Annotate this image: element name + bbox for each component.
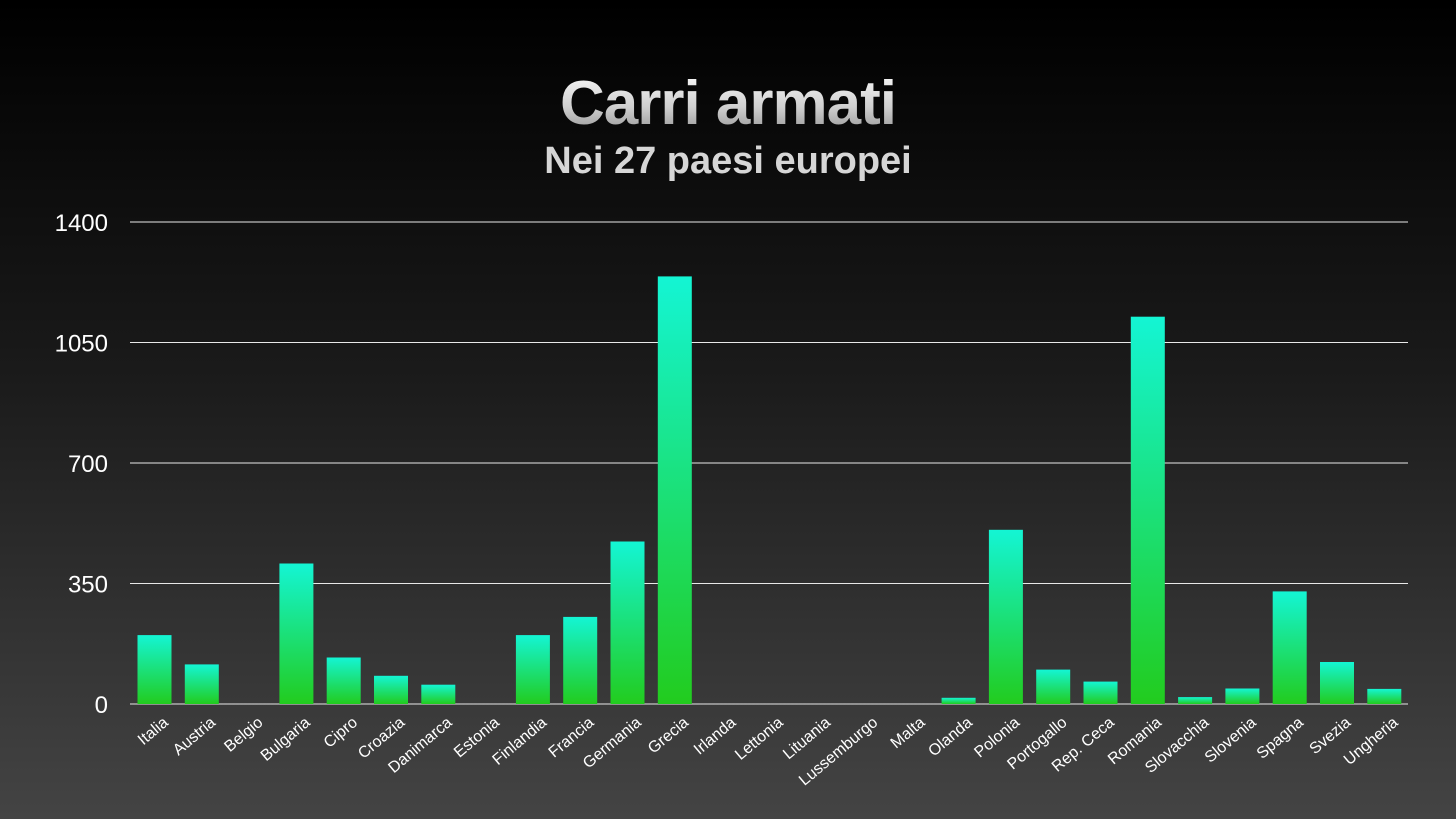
y-tick-label: 700 [68, 451, 108, 478]
bar-bulgaria [279, 563, 314, 704]
x-tick-label: Grecia [645, 714, 692, 757]
y-tick-label: 0 [95, 692, 108, 719]
bar-rep-ceca [1083, 681, 1118, 704]
bar-svezia [1320, 662, 1354, 704]
gridlines [130, 221, 1408, 705]
bar-grecia [657, 276, 692, 704]
bar-italia [137, 635, 172, 704]
bar-slovenia [1225, 688, 1260, 704]
x-tick-label: Olanda [925, 714, 976, 760]
y-tick-label: 1400 [55, 210, 108, 237]
x-tick-label: Cipro [321, 714, 361, 752]
bar-olanda [941, 697, 976, 704]
bar-francia [563, 616, 598, 704]
x-tick-label: Italia [135, 714, 172, 749]
x-tick-label: Bulgaria [258, 714, 314, 765]
x-tick-label: Lettonia [732, 714, 787, 764]
chart-title: Carri armati [0, 68, 1456, 139]
y-tick-label: 350 [68, 572, 108, 599]
bar-slovacchia [1178, 697, 1213, 704]
x-tick-label: Malta [888, 714, 929, 752]
bar-finlandia [515, 635, 550, 704]
y-axis-ticks: 0 350 700 1050 1400 [55, 210, 108, 719]
bar-ungheria [1367, 688, 1402, 704]
bar-romania [1130, 316, 1165, 704]
bar-portogallo [1036, 669, 1071, 704]
x-tick-label: Slovenia [1202, 714, 1260, 767]
bar-germania [610, 541, 645, 704]
bar-austria [184, 664, 219, 704]
bar-danimarca [421, 684, 456, 704]
x-tick-label: Austria [170, 714, 219, 759]
bar-polonia [988, 529, 1023, 704]
chart-subtitle: Nei 27 paesi europei [544, 140, 912, 182]
bars [137, 276, 1402, 704]
bar-croazia [374, 675, 408, 704]
y-tick-label: 1050 [55, 331, 108, 358]
x-tick-label: Spagna [1254, 714, 1307, 763]
bar-cipro [326, 657, 361, 704]
bar-spagna [1272, 591, 1307, 704]
